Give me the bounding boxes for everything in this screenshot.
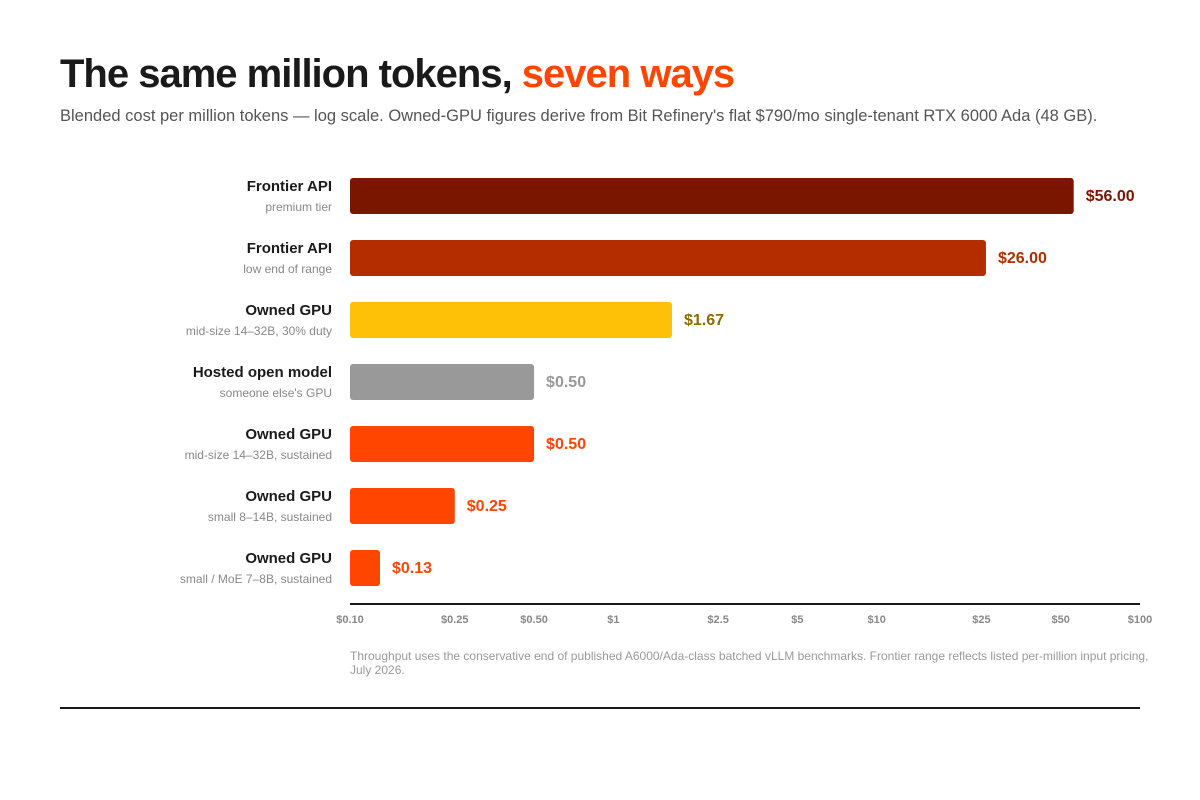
value-label: $1.67 [684, 312, 724, 329]
row-label: Owned GPU [245, 488, 332, 505]
value-label: $26.00 [998, 250, 1047, 267]
row-label: Owned GPU [245, 550, 332, 567]
bar [350, 426, 535, 462]
row-label: Owned GPU [245, 302, 332, 319]
bar [350, 488, 455, 524]
bar [350, 550, 381, 586]
row-label: Hosted open model [193, 364, 332, 381]
x-tick-label: $25 [972, 614, 990, 626]
chart-title: The same million tokens, seven ways [60, 50, 735, 98]
chart-subtitle: Blended cost per million tokens — log sc… [60, 107, 1098, 125]
bar [350, 240, 986, 276]
x-tick-label: $5 [791, 614, 803, 626]
row-sublabel: small 8–14B, sustained [208, 510, 332, 524]
title-main: The same million tokens, [60, 52, 522, 96]
row-sublabel: low end of range [243, 262, 332, 276]
row-sublabel: small / MoE 7–8B, sustained [180, 572, 332, 586]
row-sublabel: someone else's GPU [220, 386, 332, 400]
bar [350, 178, 1074, 214]
bar [350, 302, 672, 338]
row-label: Frontier API [247, 240, 332, 257]
row-label: Owned GPU [245, 426, 332, 443]
x-tick-label: $100 [1128, 614, 1152, 626]
value-label: $56.00 [1086, 188, 1135, 205]
bar [350, 364, 535, 400]
x-tick-label: $10 [867, 614, 885, 626]
x-tick-label: $0.10 [336, 614, 364, 626]
x-tick-label: $1 [607, 614, 619, 626]
x-tick-label: $0.50 [520, 614, 548, 626]
row-sublabel: premium tier [265, 200, 332, 214]
bottom-divider [60, 707, 1140, 709]
row-label: Frontier API [247, 178, 332, 195]
value-label: $0.13 [392, 560, 432, 577]
title-accent: seven ways [521, 52, 735, 96]
value-label: $0.50 [546, 374, 586, 391]
x-tick-label: $50 [1052, 614, 1070, 626]
row-sublabel: mid-size 14–32B, 30% duty [186, 324, 332, 338]
x-tick-label: $2.5 [707, 614, 728, 626]
row-sublabel: mid-size 14–32B, sustained [185, 448, 332, 462]
value-label: $0.50 [546, 436, 586, 453]
value-label: $0.25 [467, 498, 507, 515]
x-tick-label: $0.25 [441, 614, 469, 626]
footnote: Throughput uses the conservative end of … [350, 649, 1149, 677]
